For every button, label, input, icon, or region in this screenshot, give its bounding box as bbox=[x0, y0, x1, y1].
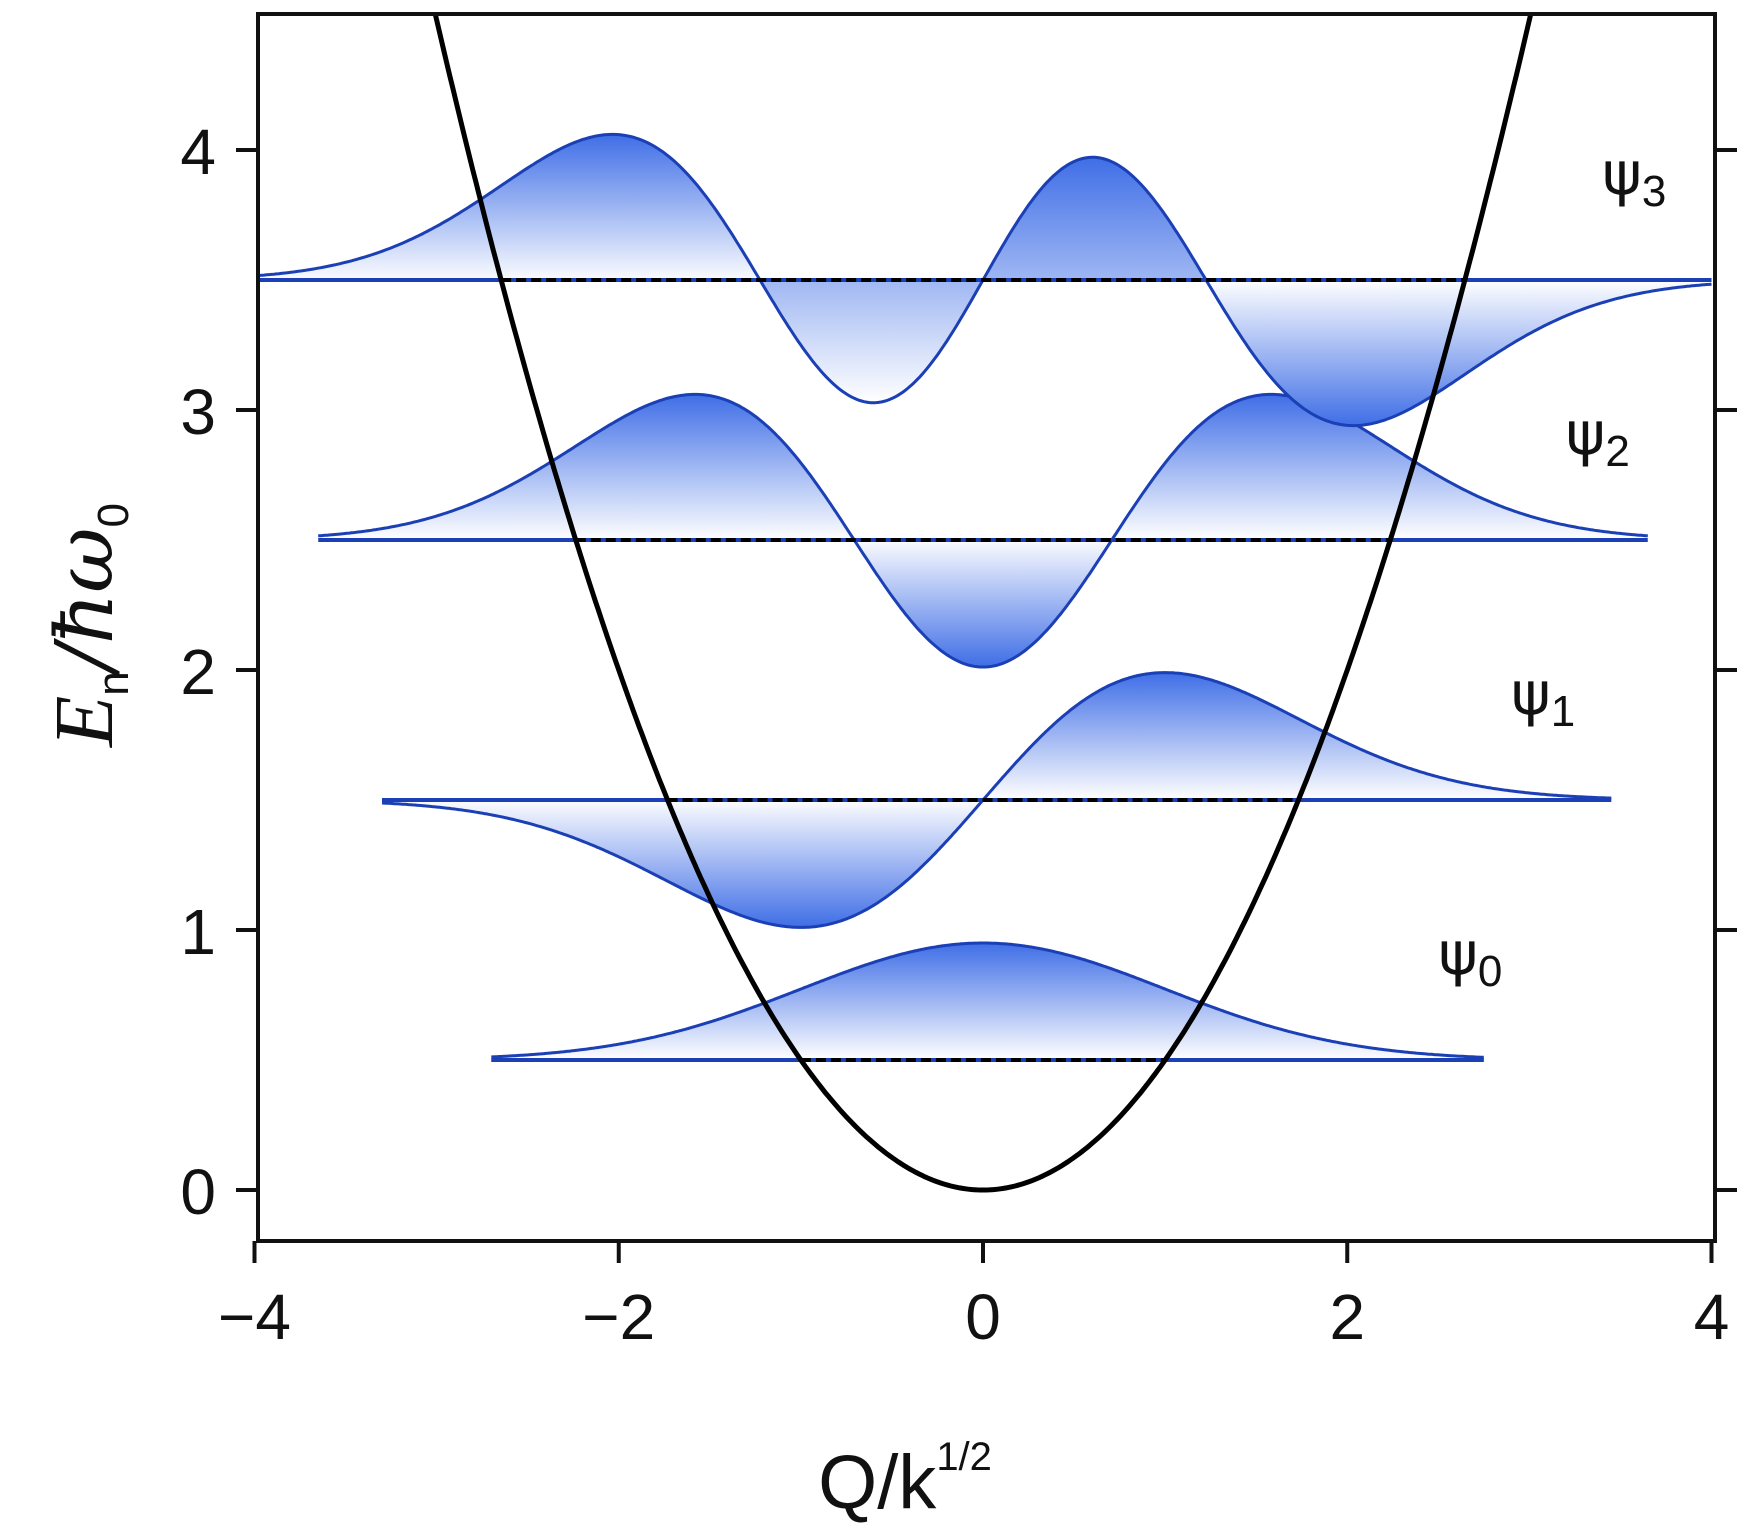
x-axis-label-sup: 1/2 bbox=[936, 1435, 992, 1479]
wavefunction-layer bbox=[258, 132, 1712, 1062]
ticks-layer bbox=[236, 148, 1737, 1263]
potential-curve bbox=[432, 14, 1534, 1193]
psi1-label: ψ1 bbox=[1511, 659, 1575, 736]
y-tick-label: 4 bbox=[180, 116, 216, 188]
x-tick-label: −4 bbox=[218, 1281, 291, 1353]
y-axis-label-rest-sub: 0 bbox=[89, 503, 138, 527]
x-axis-label: Q/k1/2 bbox=[818, 1435, 992, 1524]
plot-frame bbox=[256, 12, 1717, 1243]
tick-labels-layer: −4 −2 0 2 4 0 1 2 3 4 bbox=[180, 116, 1729, 1353]
psi1-fill-lobe-1 bbox=[984, 672, 1612, 800]
y-axis-label-sub: n bbox=[89, 671, 138, 695]
psi2-fill-lobe-2 bbox=[1113, 394, 1648, 540]
y-axis-label: En/ħω0 bbox=[38, 503, 138, 748]
psi1-fill-lobe-0 bbox=[382, 798, 985, 928]
psi0-curve bbox=[491, 941, 1484, 1059]
potential-layer bbox=[432, 14, 1534, 1193]
psi0-fill-lobe-0 bbox=[491, 943, 1484, 1060]
psi0-label: ψ0 bbox=[1438, 919, 1502, 996]
x-tick-label: 0 bbox=[965, 1281, 1001, 1353]
x-tick-label: 2 bbox=[1329, 1281, 1365, 1353]
psi2-fill-lobe-0 bbox=[318, 394, 855, 541]
x-axis-label-main: Q/k bbox=[818, 1440, 937, 1524]
y-tick-label: 1 bbox=[180, 896, 216, 968]
level-labels-layer: ψ0 ψ1 ψ2 ψ3 bbox=[1438, 139, 1666, 996]
psi3-fill-lobe-0 bbox=[258, 134, 762, 284]
y-axis-label-main: E bbox=[38, 696, 131, 748]
psi3-label: ψ3 bbox=[1602, 139, 1666, 216]
x-tick-label: −2 bbox=[582, 1281, 655, 1353]
x-tick-label: 4 bbox=[1694, 1281, 1730, 1353]
psi2-curve bbox=[318, 392, 1648, 669]
y-tick-label: 3 bbox=[180, 376, 216, 448]
y-axis-label-rest: /ħω bbox=[38, 527, 131, 678]
psi2-label: ψ2 bbox=[1566, 399, 1630, 476]
psi3-fill-lobe-2 bbox=[1206, 280, 1712, 426]
psi1-curve bbox=[381, 671, 1612, 929]
y-tick-label: 0 bbox=[180, 1156, 216, 1228]
psi2-fill-lobe-1 bbox=[854, 537, 1114, 667]
y-tick-label: 2 bbox=[180, 636, 216, 708]
